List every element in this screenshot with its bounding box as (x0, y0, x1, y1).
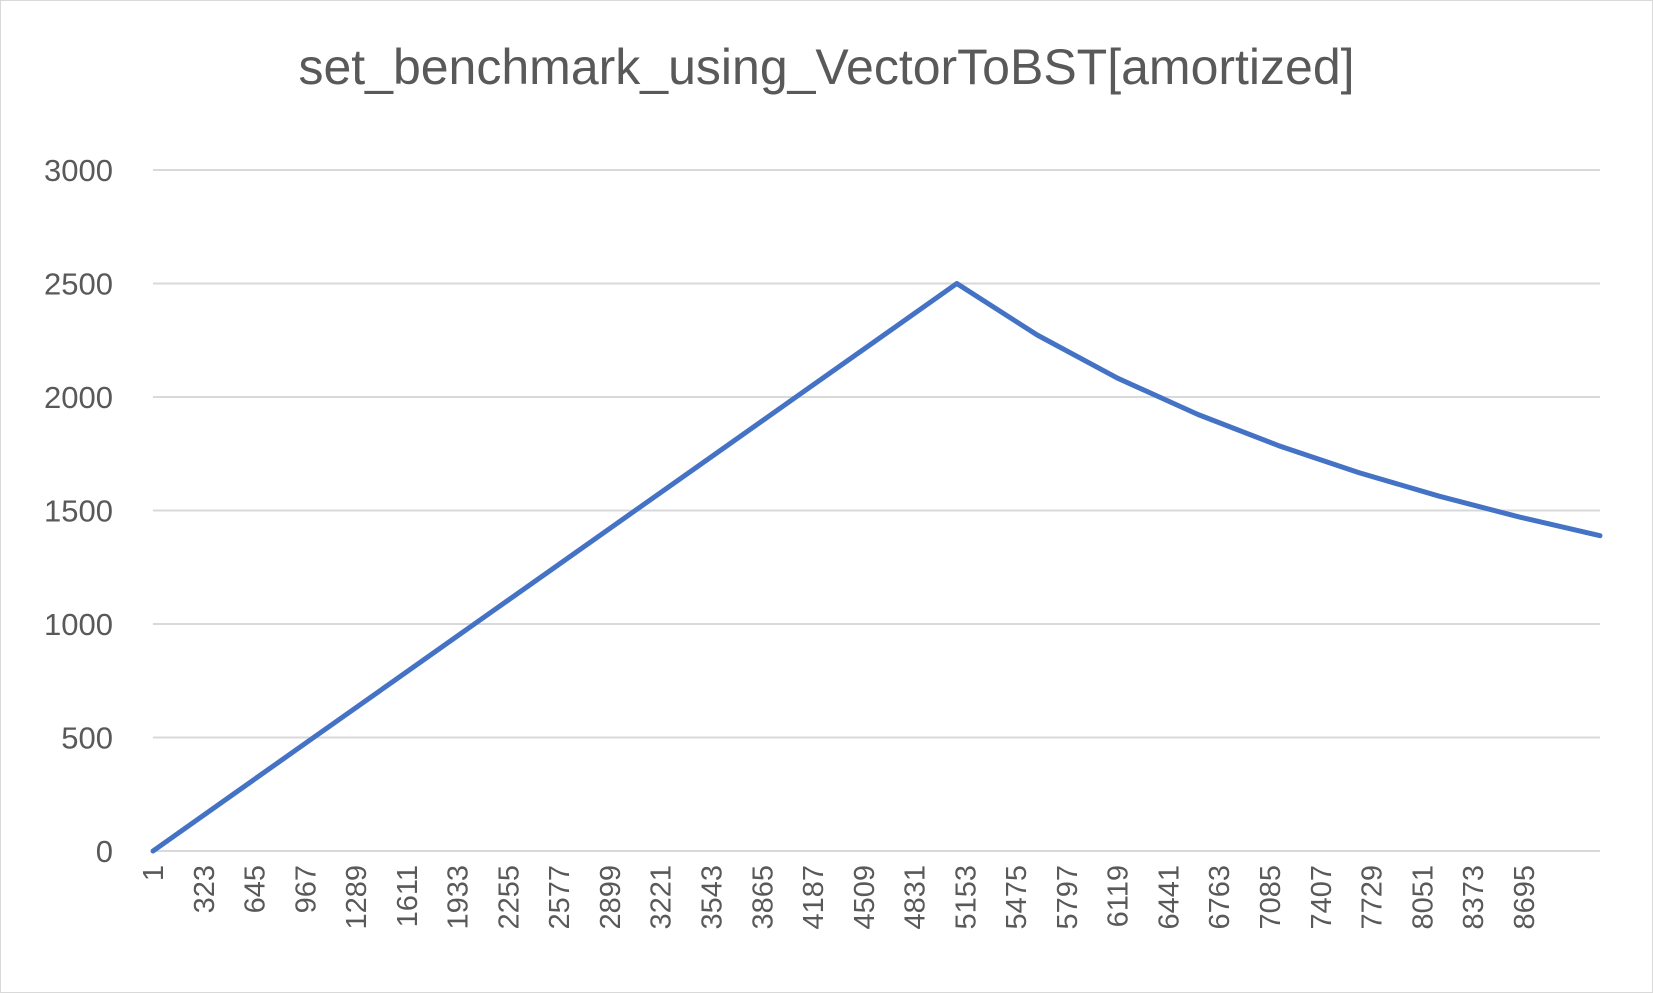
y-tick-label: 0 (96, 834, 113, 869)
x-tick-label: 645 (240, 865, 272, 913)
x-tick-label: 8373 (1458, 865, 1490, 930)
x-tick-label: 7729 (1357, 865, 1389, 930)
x-tick-label: 6441 (1153, 865, 1185, 930)
x-tick-label: 967 (290, 865, 322, 913)
x-tick-label: 4509 (849, 865, 881, 930)
y-axis-tick-labels: 0 500 1000 1500 2000 2500 3000 (44, 153, 113, 869)
x-tick-label: 1611 (392, 865, 424, 927)
x-tick-label: 4187 (798, 865, 830, 930)
x-axis-tick-labels: 1 323 645 967 1289 1611 1933 2255 2577 2899 3221 35… (138, 865, 1541, 930)
x-tick-label: 5475 (1001, 865, 1033, 930)
series-line (150, 281, 1603, 854)
y-tick-label: 2500 (44, 267, 113, 302)
y-tick-label: 1500 (44, 494, 113, 529)
x-tick-label: 5797 (1052, 865, 1084, 930)
x-tick-label: 8695 (1509, 865, 1541, 930)
x-tick-label: 1933 (443, 865, 475, 930)
y-tick-label: 3000 (44, 153, 113, 188)
y-tick-label: 1000 (44, 607, 113, 642)
chart-title: set_benchmark_using_VectorToBST[amortize… (298, 39, 1355, 95)
x-tick-label: 2577 (544, 865, 576, 930)
x-tick-label: 1289 (341, 865, 373, 930)
x-tick-label: 7085 (1255, 865, 1287, 930)
y-tick-label: 2000 (44, 380, 113, 415)
x-tick-label: 3865 (747, 865, 779, 930)
series-layer (150, 281, 1603, 854)
x-tick-label: 1 (138, 865, 170, 881)
x-tick-label: 2899 (595, 865, 627, 930)
gridlines (153, 169, 1600, 852)
x-tick-label: 4831 (900, 865, 932, 930)
x-tick-label: 323 (189, 865, 221, 913)
x-tick-label: 6763 (1204, 865, 1236, 930)
x-tick-label: 2255 (493, 865, 525, 930)
y-tick-label: 500 (61, 721, 113, 756)
x-tick-label: 6119 (1103, 865, 1135, 927)
x-tick-label: 3221 (646, 865, 678, 930)
x-tick-label: 5153 (950, 865, 982, 930)
x-tick-label: 7407 (1306, 865, 1338, 930)
x-tick-label: 8051 (1407, 865, 1439, 930)
x-tick-label: 3543 (696, 865, 728, 930)
